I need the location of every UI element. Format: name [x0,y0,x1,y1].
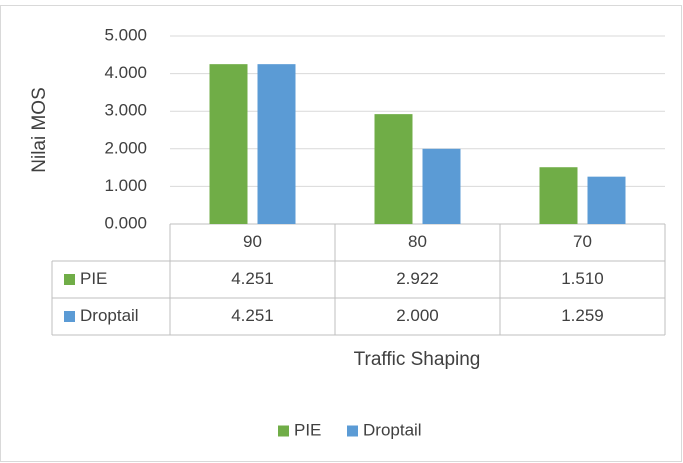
table-value: 4.251 [231,269,274,288]
table-value: 1.510 [561,269,604,288]
table-series-name: PIE [80,269,107,288]
y-tick-label: 2.000 [104,138,147,157]
bar [422,148,461,224]
y-tick-label: 0.000 [104,213,147,232]
y-axis-title: Nilai MOS [29,87,50,173]
x-tick-label: 70 [573,232,592,251]
legend-key [278,425,289,437]
bar [587,176,626,224]
x-tick-label: 90 [243,232,262,251]
chart-border [0,5,682,462]
x-axis-title: Traffic Shaping [354,349,481,370]
table-value: 1.259 [561,306,604,325]
x-tick-label: 80 [408,232,427,251]
table-value: 2.922 [396,269,439,288]
table-series-name: Droptail [80,306,139,325]
table-legend-key [64,274,75,285]
table-value: 4.251 [231,306,274,325]
bar [539,167,578,224]
y-tick-label: 3.000 [104,101,147,120]
table-value: 2.000 [396,306,439,325]
table-legend-key [64,311,75,322]
legend-key [347,425,358,437]
legend-label: PIE [294,420,321,439]
bar [257,64,296,224]
bar [374,114,413,224]
legend-label: Droptail [363,420,422,439]
bar [209,64,248,224]
y-tick-label: 5.000 [104,25,147,44]
y-tick-label: 4.000 [104,63,147,82]
y-tick-label: 1.000 [104,176,147,195]
